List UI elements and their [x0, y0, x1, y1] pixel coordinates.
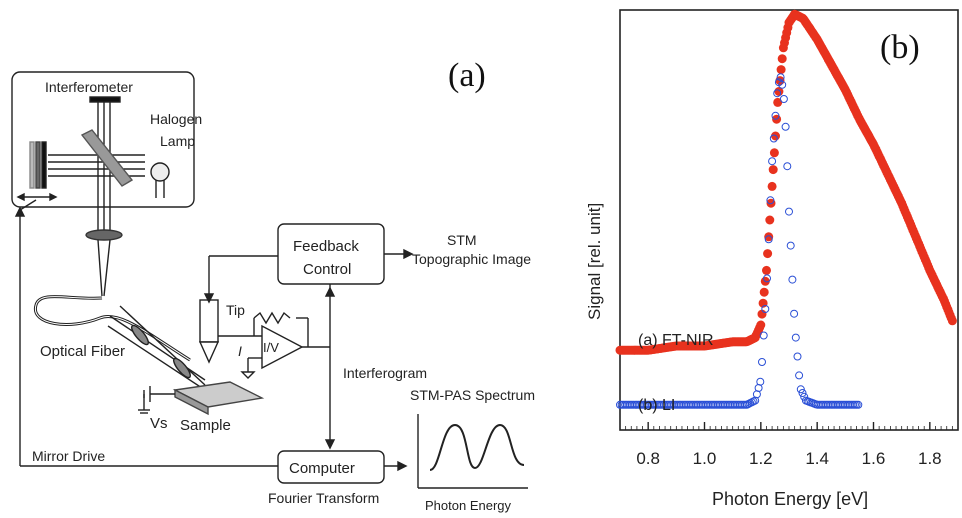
panel-a-labels: (a) Interferometer Halogen Lamp Feedback… — [32, 57, 535, 513]
series-li — [616, 73, 863, 409]
panel-a — [11, 71, 528, 489]
moving-mirror-1 — [29, 141, 35, 189]
series-ft-nir — [615, 9, 957, 355]
interferogram-label: Interferogram — [343, 365, 427, 381]
mirror-drive-label: Mirror Drive — [32, 448, 105, 464]
x-axis-label: Photon Energy [eV] — [712, 489, 868, 509]
data-point — [766, 196, 775, 205]
sample-label: Sample — [180, 417, 231, 434]
beam-splitter — [80, 129, 134, 187]
fourier-transform-label: Fourier Transform — [268, 490, 379, 506]
data-point — [796, 385, 805, 394]
computer-box — [277, 450, 385, 484]
data-point — [798, 389, 807, 397]
fiber-lens-2 — [173, 357, 191, 379]
spectrum-title-label: STM-PAS Spectrum — [410, 387, 535, 403]
data-point — [764, 235, 773, 244]
data-point — [756, 320, 766, 330]
data-point — [762, 265, 771, 275]
data-point — [781, 122, 790, 131]
data-point — [947, 316, 957, 326]
x-ticks: 0.8 1.0 1.2 1.4 1.6 1.8 — [619, 422, 959, 468]
panel-a-label: (a) — [448, 57, 486, 94]
data-point — [786, 241, 795, 250]
data-point — [854, 400, 863, 409]
data-point — [763, 274, 771, 283]
data-point — [773, 97, 783, 107]
moving-mirror-2 — [35, 141, 41, 189]
interferometer-label: Interferometer — [45, 79, 133, 95]
data-point — [767, 181, 777, 191]
lens-icon — [85, 229, 123, 241]
data-point — [758, 358, 766, 366]
current-label: I — [238, 343, 242, 359]
data-point — [759, 331, 768, 340]
series-layer — [615, 9, 957, 409]
data-point — [791, 333, 800, 342]
x-tick-label: 0.8 — [636, 449, 660, 468]
data-point — [793, 352, 802, 361]
series-b-label: (b) LI — [638, 397, 675, 414]
x-tick-label: 1.2 — [749, 449, 773, 468]
feedback-label: Feedback — [293, 238, 359, 255]
data-point — [779, 95, 788, 103]
lamp-label: Lamp — [160, 133, 195, 149]
iv-amplifier — [261, 324, 304, 370]
x-tick-label: 1.4 — [805, 449, 829, 468]
data-point — [764, 232, 774, 242]
topographic-image-label: Topographic Image — [412, 251, 531, 267]
interferometer-box — [11, 71, 195, 208]
y-axis-label: Signal [rel. unit] — [585, 203, 604, 320]
tip-label: Tip — [226, 302, 245, 318]
data-point — [795, 371, 804, 380]
data-point — [756, 377, 765, 386]
data-point — [757, 309, 767, 319]
data-point — [769, 148, 779, 158]
data-point — [783, 162, 792, 171]
data-point — [768, 165, 778, 175]
data-point — [765, 215, 775, 225]
data-point — [759, 287, 769, 297]
data-point — [771, 111, 780, 120]
data-point — [777, 54, 787, 64]
data-point — [773, 89, 782, 98]
data-point — [769, 134, 778, 143]
data-point — [776, 65, 786, 75]
data-point — [778, 80, 787, 89]
fiber-lens-1 — [131, 324, 149, 346]
halogen-label: Halogen — [150, 111, 202, 127]
optical-fiber-label: Optical Fiber — [40, 343, 125, 360]
tip-holder — [199, 299, 219, 343]
data-point — [761, 305, 770, 313]
vs-label: Vs — [150, 415, 168, 432]
fixed-mirror — [89, 96, 121, 103]
tip-icon — [198, 341, 220, 364]
series-a-label: (a) FT-NIR — [638, 332, 714, 349]
x-tick-label: 1.6 — [862, 449, 886, 468]
data-point — [768, 157, 777, 166]
mini-spectrum-curve — [429, 423, 525, 471]
photon-energy-mini-label: Photon Energy — [425, 498, 512, 513]
computer-label: Computer — [289, 460, 355, 477]
data-point — [776, 73, 785, 82]
x-tick-label: 1.0 — [693, 449, 717, 468]
panel-b-label: (b) — [880, 29, 920, 66]
iv-label: I/V — [263, 340, 279, 355]
panel-b: 0.8 1.0 1.2 1.4 1.6 1.8 (b) (a) FT-NIR (b) LI… — [585, 9, 959, 509]
data-point — [788, 275, 797, 284]
data-point — [790, 309, 799, 318]
data-point — [766, 198, 776, 208]
x-tick-label: 1.8 — [918, 449, 942, 468]
data-point — [763, 249, 773, 259]
halogen-lamp-icon — [150, 162, 170, 182]
moving-mirror-3 — [41, 141, 47, 189]
stm-label: STM — [447, 232, 477, 248]
control-label: Control — [303, 261, 351, 278]
data-point — [785, 207, 793, 216]
